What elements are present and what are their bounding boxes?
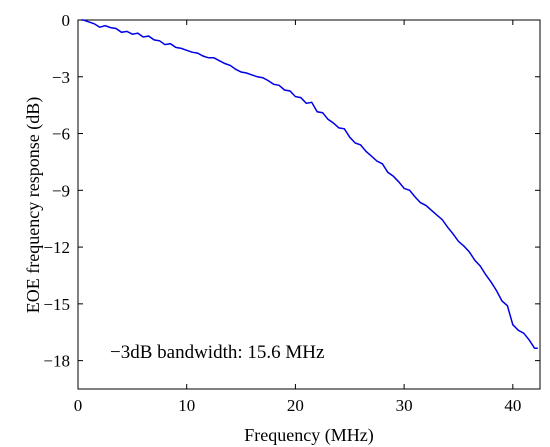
y-tick-label: −9 bbox=[52, 181, 70, 200]
x-axis-title: Frequency (MHz) bbox=[244, 425, 373, 446]
y-tick-label: −15 bbox=[43, 295, 70, 314]
axis-ticks bbox=[77, 19, 540, 389]
y-axis-title: EOE frequency response (dB) bbox=[23, 97, 44, 313]
x-tick-label: 30 bbox=[396, 396, 413, 415]
bandwidth-annotation: −3dB bandwidth: 15.6 MHz bbox=[110, 342, 324, 363]
axis-tick-labels: 0 10 20 30 40 0 −3 −6 −9 −12 −15 −18 bbox=[43, 11, 521, 415]
plot-area bbox=[77, 19, 541, 390]
y-tick-label: −6 bbox=[52, 125, 70, 144]
frequency-response-line bbox=[81, 19, 538, 350]
x-tick-label: 20 bbox=[287, 396, 304, 415]
y-tick-label: 0 bbox=[62, 11, 71, 30]
x-tick-label: 10 bbox=[178, 396, 195, 415]
y-tick-label: −18 bbox=[43, 352, 70, 371]
x-tick-label: 40 bbox=[504, 396, 521, 415]
y-tick-label: −3 bbox=[52, 68, 70, 87]
x-tick-label: 0 bbox=[74, 396, 83, 415]
y-tick-label: −12 bbox=[43, 238, 70, 257]
